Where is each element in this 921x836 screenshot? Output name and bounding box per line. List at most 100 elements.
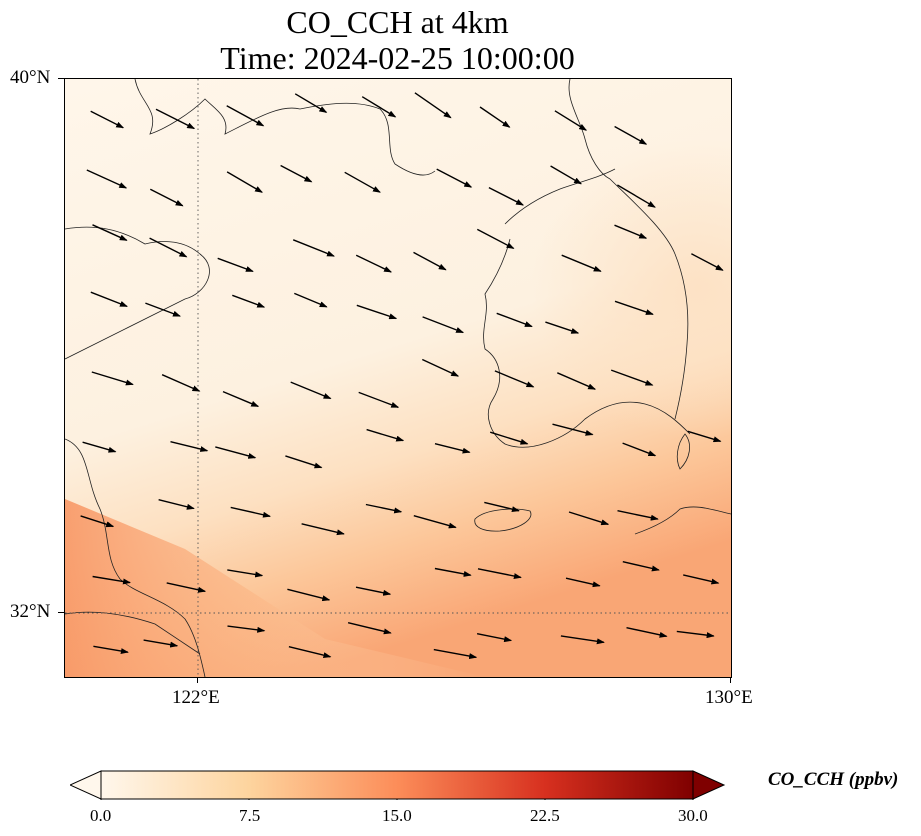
wind-arrow <box>610 369 654 386</box>
wind-arrow <box>477 568 522 579</box>
wind-arrow <box>294 292 328 308</box>
wind-arrow <box>158 499 195 510</box>
wind-arrow <box>285 455 323 469</box>
lon-tick-122e-mark <box>197 677 198 683</box>
wind-arrow <box>626 627 668 638</box>
wind-arrow <box>280 164 313 183</box>
wind-arrow <box>92 224 128 241</box>
cbar-tick-15: 15.0 <box>382 806 412 825</box>
cbar-tick-7-5: 7.5 <box>239 806 261 825</box>
lat-tick-32n: 32°N <box>10 601 51 622</box>
jeju-island <box>474 508 532 532</box>
wind-arrow <box>617 184 656 208</box>
wind-arrow <box>149 237 188 258</box>
wind-arrow <box>294 93 328 114</box>
wind-arrow <box>227 569 264 578</box>
wind-arrow <box>356 304 398 320</box>
wind-arrow <box>414 92 452 119</box>
wind-arrow <box>365 503 403 514</box>
cbar-tick-0: 0.0 <box>90 806 112 825</box>
wind-arrow <box>227 625 266 633</box>
wind-arrow <box>82 441 117 453</box>
coastline-korea-east <box>568 79 689 420</box>
wind-arrow <box>155 108 196 130</box>
wind-arrow <box>90 291 128 308</box>
wind-arrow <box>622 442 657 457</box>
wind-arrow <box>614 125 648 145</box>
wind-arrow <box>550 165 582 185</box>
wind-arrow <box>222 390 260 408</box>
wind-arrow <box>676 630 715 639</box>
cbar-tick-22-5: 22.5 <box>530 806 560 825</box>
wind-arrow <box>476 228 515 250</box>
wind-arrow <box>355 586 392 596</box>
wind-arrow <box>347 622 392 635</box>
wind-arrow <box>489 431 529 445</box>
wind-arrow <box>568 511 610 526</box>
wind-arrow <box>92 575 131 585</box>
lat-tick-40n: 40°N <box>10 67 51 88</box>
wind-arrow <box>91 371 134 386</box>
wind-arrow <box>290 381 332 400</box>
wind-arrow <box>361 96 397 118</box>
wind-arrow <box>617 510 659 521</box>
wind-arrow <box>614 300 654 315</box>
wind-arrow <box>557 372 597 390</box>
map-canvas <box>65 79 731 677</box>
cbar-tick-30: 30.0 <box>678 806 708 825</box>
wind-arrow <box>93 645 129 654</box>
wind-arrow <box>287 588 331 602</box>
wind-arrow <box>434 567 472 577</box>
coastline-japan <box>634 506 731 535</box>
wind-arrow <box>479 106 511 128</box>
wind-arrow <box>161 374 201 392</box>
wind-vector-field <box>80 92 724 660</box>
wind-arrow <box>560 635 605 645</box>
wind-arrow <box>226 171 263 193</box>
wind-arrow <box>622 561 660 572</box>
wind-arrow <box>166 582 207 593</box>
wind-arrow <box>494 370 535 388</box>
wind-arrow <box>413 251 447 271</box>
coastline-liaodong <box>134 79 436 176</box>
coastline-bohai-north <box>65 226 210 360</box>
gridlines <box>65 79 731 677</box>
wind-arrow <box>301 523 345 536</box>
wind-arrow <box>288 646 332 659</box>
wind-arrow <box>217 257 254 273</box>
wind-arrow <box>355 254 393 273</box>
wind-arrow <box>476 633 513 643</box>
wind-arrow <box>143 639 179 648</box>
coastline-korea-north <box>504 168 616 225</box>
wind-arrow <box>683 574 720 585</box>
wind-arrow <box>366 428 405 442</box>
co-enhancement-east <box>65 79 731 677</box>
wind-arrow <box>413 515 457 529</box>
lat-tick-32n-mark <box>58 612 64 613</box>
colorbar-title: CO_CCH (ppbv) <box>768 769 899 790</box>
wind-arrow <box>554 110 588 131</box>
wind-arrow <box>232 294 266 308</box>
wind-arrow <box>344 171 381 193</box>
wind-arrow <box>170 441 209 452</box>
colorbar-extend-min <box>70 770 102 800</box>
wind-arrow <box>545 321 580 334</box>
wind-arrow <box>422 358 460 377</box>
wind-arrow <box>230 506 271 518</box>
lat-tick-40n-mark <box>58 78 64 79</box>
wind-arrow <box>552 423 594 436</box>
wind-arrow <box>687 430 722 443</box>
coastline-shandong <box>65 438 206 677</box>
wind-arrow <box>614 224 648 239</box>
tsushima <box>676 433 690 470</box>
wind-arrow <box>565 577 601 588</box>
wind-arrow <box>422 316 465 334</box>
coastline-yangtze <box>65 611 201 655</box>
map-time-subtitle: Time: 2024-02-25 10:00:00 <box>220 40 575 76</box>
wind-arrow <box>561 254 602 272</box>
wind-arrow <box>80 515 115 528</box>
colorbar-gradient <box>100 770 694 800</box>
map-panel <box>64 78 732 678</box>
coastline-korea-west <box>483 238 691 448</box>
colorbar-extend-max <box>692 770 726 800</box>
